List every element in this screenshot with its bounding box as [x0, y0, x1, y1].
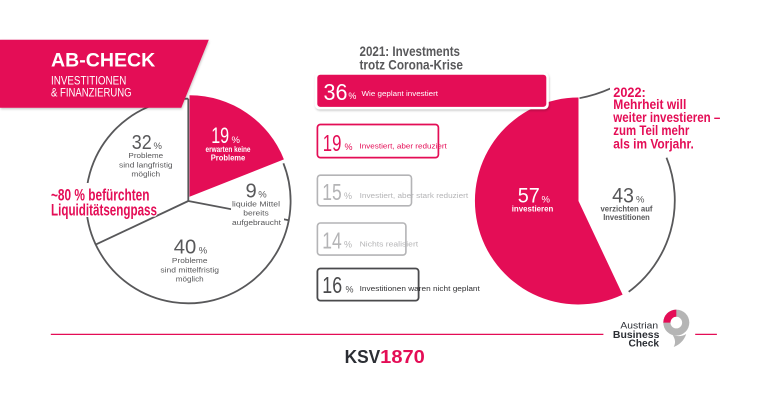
svg-text:Nichts realisiert: Nichts realisiert [360, 239, 420, 248]
svg-text:& FINANZIERUNG: & FINANZIERUNG [51, 88, 132, 100]
svg-text:36: 36 [324, 79, 348, 105]
svg-text:9: 9 [246, 181, 257, 203]
svg-text:Probleme: Probleme [211, 154, 246, 163]
svg-text:%: % [636, 195, 645, 206]
svg-text:15: 15 [322, 179, 341, 205]
svg-text:weiter investieren –: weiter investieren – [612, 109, 720, 125]
svg-text:%: % [258, 190, 267, 201]
svg-text:%: % [344, 191, 352, 201]
svg-text:liquide Mittel: liquide Mittel [232, 199, 280, 208]
svg-text:%: % [232, 135, 241, 146]
svg-text:%: % [346, 284, 354, 294]
svg-text:trotz Corona-Krise: trotz Corona-Krise [360, 57, 464, 72]
svg-text:Probleme: Probleme [128, 151, 163, 160]
svg-text:zum Teil mehr: zum Teil mehr [613, 122, 689, 138]
svg-text:2021: Investments: 2021: Investments [360, 44, 461, 59]
svg-text:14: 14 [322, 227, 341, 253]
svg-text:Investitionen: Investitionen [603, 213, 650, 222]
svg-text:als im Vorjahr.: als im Vorjahr. [613, 135, 694, 151]
svg-text:Investiert, aber stark reduzie: Investiert, aber stark reduziert [360, 191, 470, 200]
svg-text:INVESTITIONEN: INVESTITIONEN [51, 76, 126, 88]
svg-text:1870: 1870 [380, 347, 425, 367]
svg-text:Wie geplant investiert: Wie geplant investiert [362, 89, 439, 98]
svg-text:32: 32 [132, 132, 152, 154]
svg-text:Mehrheit will: Mehrheit will [613, 96, 686, 112]
svg-text:Check: Check [629, 338, 660, 349]
svg-text:19: 19 [211, 123, 229, 148]
svg-text:%: % [344, 240, 352, 250]
svg-text:%: % [199, 246, 208, 257]
svg-text:57: 57 [518, 183, 540, 207]
svg-text:Probleme: Probleme [172, 256, 208, 265]
svg-text:Austrian: Austrian [620, 320, 658, 330]
svg-text:AB-CHECK: AB-CHECK [51, 50, 155, 72]
svg-text:19: 19 [323, 130, 342, 156]
svg-text:%: % [348, 91, 356, 101]
svg-text:16: 16 [322, 272, 342, 298]
svg-text:~80 % befürchten: ~80 % befürchten [51, 186, 150, 204]
svg-text:%: % [154, 141, 163, 152]
svg-text:43: 43 [612, 184, 634, 208]
svg-text:Investiert, aber reduziert: Investiert, aber reduziert [360, 142, 448, 151]
svg-text:Investitionen waren nicht gepl: Investitionen waren nicht geplant [360, 284, 481, 293]
svg-text:verzichten auf: verzichten auf [601, 204, 653, 213]
svg-text:Liquiditätsengpass: Liquiditätsengpass [51, 202, 157, 220]
svg-text:KSV: KSV [345, 347, 381, 367]
svg-text:sind mittelfristig: sind mittelfristig [160, 265, 219, 274]
svg-text:möglich: möglich [131, 170, 160, 179]
svg-text:%: % [542, 194, 551, 205]
svg-text:2022:: 2022: [613, 84, 646, 100]
svg-text:möglich: möglich [176, 275, 204, 284]
svg-text:sind langfristig: sind langfristig [119, 160, 173, 169]
svg-text:Business: Business [613, 330, 660, 341]
svg-text:%: % [345, 142, 353, 152]
svg-text:erwarten keine: erwarten keine [206, 145, 251, 154]
svg-text:investieren: investieren [512, 205, 554, 214]
svg-text:40: 40 [174, 237, 197, 259]
svg-text:bereits: bereits [243, 209, 269, 218]
svg-text:aufgebraucht: aufgebraucht [232, 218, 282, 227]
